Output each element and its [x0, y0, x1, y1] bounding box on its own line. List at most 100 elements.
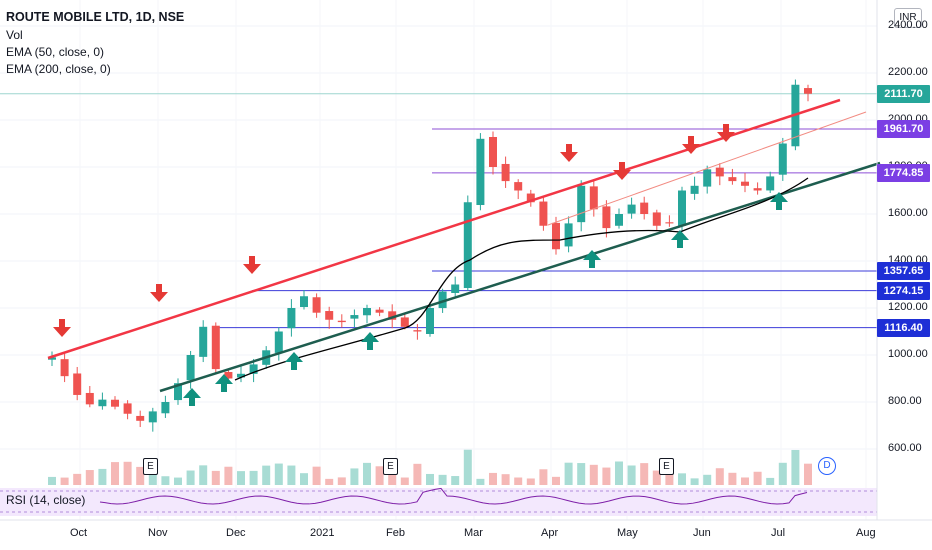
- candle-body: [60, 359, 69, 377]
- sell-signal-arrow: [53, 319, 71, 337]
- volume-bar: [161, 476, 170, 485]
- ema200-indicator-label[interactable]: EMA (200, close, 0): [6, 62, 111, 76]
- volume-bar: [678, 473, 686, 485]
- volume-bar: [438, 474, 447, 485]
- candle-body: [665, 222, 674, 224]
- volume-bar: [665, 466, 674, 485]
- time-tick-label: Jun: [693, 527, 711, 539]
- candle-body: [312, 297, 321, 313]
- chart-grid: [0, 25, 877, 450]
- buy-signal-arrow: [215, 374, 233, 392]
- candle-body: [186, 355, 195, 381]
- candle-body: [161, 402, 170, 414]
- candle-body: [552, 222, 560, 250]
- mid-channel-line: [547, 111, 867, 226]
- volume-bar: [262, 465, 271, 485]
- sell-signal-arrow: [682, 136, 700, 154]
- volume-bar: [463, 449, 472, 485]
- price-level-tag[interactable]: 2111.70: [877, 84, 930, 103]
- buy-signal-arrow: [583, 250, 601, 268]
- candle-body: [640, 202, 649, 214]
- volume-bar: [388, 474, 397, 485]
- volume-bar: [48, 476, 56, 485]
- candle-body: [337, 320, 346, 323]
- earnings-badge[interactable]: E: [659, 458, 674, 475]
- volume-bar: [778, 462, 787, 485]
- buy-signal-arrow: [285, 352, 303, 370]
- candle-body: [148, 411, 157, 423]
- time-tick-label: Oct: [70, 527, 88, 539]
- candle-body: [451, 284, 460, 293]
- candle-body: [111, 399, 119, 407]
- volume-bar: [703, 474, 712, 485]
- time-tick-label: 2021: [310, 527, 335, 539]
- price-level-tag[interactable]: 1274.15: [877, 281, 930, 300]
- buy-signal-arrow: [770, 192, 788, 210]
- price-level-tag[interactable]: 1357.65: [877, 261, 930, 280]
- volume-bar: [640, 463, 649, 485]
- price-tick-label: 2200.00: [888, 66, 928, 78]
- sell-signal-arrow: [613, 162, 631, 180]
- candle-body: [615, 214, 623, 226]
- price-tick-label: 1600.00: [888, 207, 928, 219]
- volume-bar: [476, 478, 485, 485]
- volume-bar: [337, 477, 346, 485]
- candle-body: [627, 204, 636, 214]
- time-tick-label: Apr: [541, 527, 559, 539]
- rsi-indicator-label[interactable]: RSI (14, close): [6, 493, 86, 507]
- candle-body: [48, 357, 56, 360]
- currency-badge[interactable]: INR: [894, 8, 922, 28]
- volume-bar: [237, 471, 245, 485]
- time-tick-label: Feb: [386, 527, 405, 539]
- candle-body: [501, 163, 510, 182]
- candle-body: [375, 309, 384, 313]
- volume-bar: [539, 469, 548, 485]
- rsi-background-band: [0, 488, 877, 516]
- candle-body: [274, 331, 283, 353]
- volume-bar: [199, 465, 208, 485]
- candle-body: [287, 308, 296, 329]
- candlesticks: [48, 79, 812, 432]
- volume-bar: [111, 462, 119, 485]
- candle-body: [350, 315, 359, 319]
- buy-signal-arrow: [361, 332, 379, 350]
- volume-bar: [375, 466, 384, 485]
- earnings-badge[interactable]: E: [143, 458, 158, 475]
- candle-body: [211, 325, 220, 370]
- volume-bar: [413, 463, 422, 485]
- candle-body: [778, 143, 787, 175]
- volume-bar: [363, 462, 371, 485]
- volume-bars: [48, 449, 812, 485]
- price-level-tag[interactable]: 1774.85: [877, 163, 930, 182]
- candle-body: [489, 136, 497, 167]
- volume-bar: [652, 470, 661, 485]
- candle-body: [224, 371, 233, 379]
- candle-body: [539, 201, 548, 226]
- volume-bar: [123, 461, 132, 485]
- ema50-indicator-label[interactable]: EMA (50, close, 0): [6, 45, 105, 59]
- earnings-badge[interactable]: E: [383, 458, 398, 475]
- volume-bar: [325, 478, 334, 485]
- signal-arrows: [53, 124, 788, 406]
- price-tick-label: 600.00: [888, 442, 922, 454]
- trend-lines: [47, 98, 881, 393]
- price-level-tag[interactable]: 1116.40: [877, 318, 930, 337]
- volume-bar: [715, 468, 724, 485]
- candle-body: [85, 392, 94, 405]
- time-tick-label: Nov: [148, 527, 168, 539]
- volume-bar: [426, 473, 434, 485]
- candle-body: [526, 193, 535, 203]
- volume-bar: [627, 465, 636, 485]
- candle-body: [325, 311, 334, 320]
- candle-body: [652, 212, 661, 226]
- dividend-badge[interactable]: D: [818, 457, 836, 475]
- candle-body: [728, 177, 737, 182]
- candle-body: [804, 88, 812, 94]
- candle-body: [741, 181, 749, 186]
- vol-indicator-label[interactable]: Vol: [6, 28, 23, 42]
- candle-body: [249, 364, 258, 374]
- price-level-tag[interactable]: 1961.70: [877, 120, 930, 138]
- candle-body: [73, 373, 82, 395]
- time-tick-label: Aug: [856, 527, 876, 539]
